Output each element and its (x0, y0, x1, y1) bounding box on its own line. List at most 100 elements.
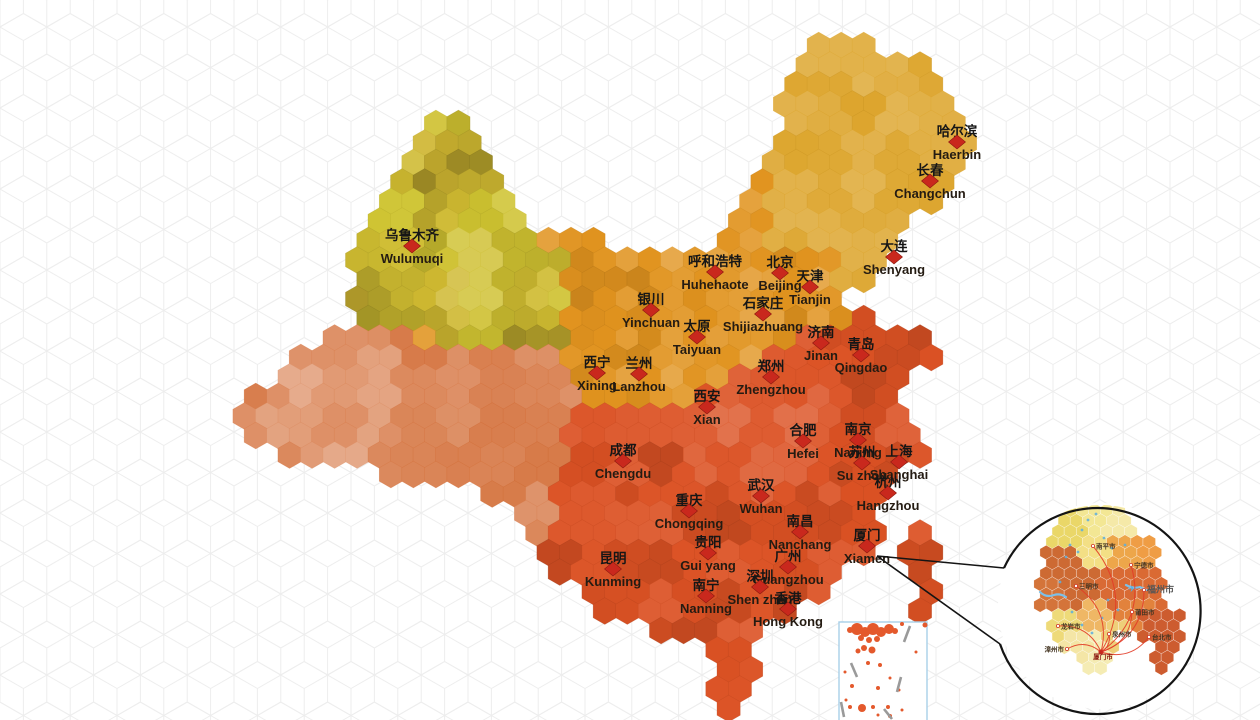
china-hex-tiles (232, 31, 977, 720)
water-dot (1080, 528, 1084, 532)
city-label-pinyin: Gui yang (680, 558, 736, 573)
city-marker-diamond-icon (403, 238, 421, 254)
city-marker-diamond-icon (642, 302, 660, 318)
city-nanchang: 南昌 Nanchang (769, 513, 832, 552)
island-dot (876, 627, 886, 637)
water-dot (1110, 546, 1114, 550)
city-label-cn: 天津 (797, 268, 825, 284)
city-marker-diamond-icon (604, 561, 622, 577)
city-marker-diamond-icon (762, 369, 780, 385)
island-dot (888, 676, 892, 680)
island-dot (868, 646, 876, 654)
city-marker-diamond-icon (680, 503, 698, 519)
city-label-pinyin: Hangzhou (857, 498, 920, 513)
city-label-cn: 南昌 (787, 513, 814, 529)
island-dot (847, 627, 853, 633)
city-nanning: 南宁 Nanning (680, 577, 732, 616)
nine-dash-segment (882, 708, 894, 720)
city-su-zhou: 苏州 Su zhou (837, 444, 888, 483)
inset-city-dot (1065, 647, 1070, 652)
island-dot (850, 684, 854, 688)
city-shen-zhen: 深圳 Shen zhen (727, 568, 792, 607)
city-xining: 西宁 Xining (577, 354, 617, 393)
city-label-cn: 乌鲁木齐 (385, 227, 439, 243)
island-dot (922, 622, 928, 628)
water-dot (1086, 518, 1090, 522)
inset-city-南平市: 南平市 (1091, 542, 1116, 551)
city-label-cn: 青岛 (848, 336, 875, 352)
inset-city-福州市: 福州市 (1142, 584, 1174, 595)
city-marker-diamond-icon (801, 279, 819, 295)
city-label-cn: 上海 (886, 443, 914, 459)
island-dot (914, 650, 918, 654)
city-label-pinyin: Lanzhou (612, 379, 665, 394)
island-dot (871, 705, 875, 709)
city-label-pinyin: Huhehaote (681, 277, 748, 292)
island-dot (855, 648, 861, 654)
magnifier-circle-border (998, 506, 1202, 716)
city-label-pinyin: Chengdu (595, 466, 651, 481)
inset-city-龙岩市: 龙岩市 (1056, 622, 1081, 631)
water-dot (1076, 550, 1080, 554)
city-marker-diamond-icon (853, 455, 871, 471)
city-hangzhou: 杭州 Hangzhou (857, 474, 920, 513)
city-label-cn: 广州 (775, 548, 802, 564)
inset-city-dot (1091, 544, 1096, 549)
water-dot (1080, 623, 1084, 627)
city-label-pinyin: Wuhan (739, 501, 782, 516)
city-huhehaote: 呼和浩特 Huhehaote (681, 253, 748, 292)
city-marker-diamond-icon (890, 454, 908, 470)
city-marker-diamond-icon (614, 453, 632, 469)
island-dot (886, 705, 890, 709)
city-label-cn: 香港 (774, 590, 803, 606)
city-label-pinyin: Haerbin (933, 147, 981, 162)
city-xian: 西安 Xian (693, 388, 721, 427)
hex-tile (908, 441, 932, 469)
city-marker-diamond-icon (699, 545, 717, 561)
city-taiyuan: 太原 Taiyuan (673, 318, 721, 357)
city-qingdao: 青岛 Qingdao (835, 336, 888, 375)
flight-route-curve (1100, 636, 1150, 656)
city-label-pinyin: Chongqing (655, 516, 724, 531)
city-label-cn: 兰州 (626, 355, 653, 371)
inset-city-label: 漳州市 (1045, 645, 1065, 654)
city-marker-diamond-icon (794, 433, 812, 449)
city-label-cn: 南京 (845, 421, 872, 437)
city-label-cn: 太原 (684, 318, 712, 334)
city-label-pinyin: Su zhou (837, 468, 888, 483)
inset-city-label: 厦门市 (1093, 652, 1113, 661)
callout-leader-line-upper (876, 555, 1005, 569)
city-nanjing: 南京 Nanjing (834, 421, 882, 460)
city-label-cn: 长春 (917, 162, 945, 178)
airplane-icon: ✈ (1128, 584, 1136, 594)
city-yinchuan: 银川 Yinchuan (622, 291, 680, 330)
city-label-pinyin: Taiyuan (673, 342, 721, 357)
city-marker-diamond-icon (948, 134, 966, 150)
island-dot (866, 637, 872, 643)
city-zhengzhou: 郑州 Zhengzhou (736, 358, 805, 397)
city-marker-diamond-icon (858, 538, 876, 554)
water-dot (1064, 555, 1068, 559)
river (1038, 590, 1068, 599)
island-dot (843, 670, 847, 674)
city-label-pinyin: Guangzhou (752, 572, 824, 587)
city-chengdu: 成都 Chengdu (595, 442, 651, 481)
city-label-cn: 重庆 (676, 492, 704, 508)
city-marker-diamond-icon (921, 173, 939, 189)
inset-city-label: 三明市 (1079, 582, 1099, 591)
inset-hex-tile (1154, 660, 1168, 676)
water-dot (1058, 580, 1062, 584)
city-label-pinyin: Changchun (894, 186, 966, 201)
island-dot (900, 708, 904, 712)
island-dot (878, 663, 882, 667)
city-guangzhou: 广州 Guangzhou (752, 548, 824, 587)
flight-route-curve (1100, 611, 1133, 653)
city-label-cn: 北京 (767, 254, 794, 270)
water-dot (1116, 608, 1120, 612)
city-label-pinyin: Shen zhen (727, 592, 792, 607)
city-wulumuqi: 乌鲁木齐 Wulumuqi (381, 227, 444, 266)
city-label-pinyin: Nanjing (834, 445, 882, 460)
